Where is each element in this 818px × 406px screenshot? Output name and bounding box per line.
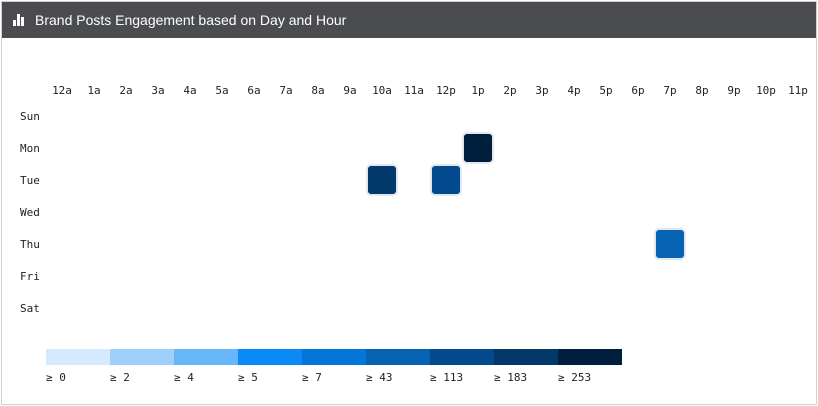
panel-header: Brand Posts Engagement based on Day and … (2, 2, 816, 38)
x-axis-label: 11a (404, 84, 424, 97)
heatmap-cell[interactable]: Mon 1p: 253 (462, 132, 494, 164)
x-axis-label: 1p (471, 84, 484, 97)
legend-swatch (302, 349, 366, 365)
legend-label: ≥ 2 (110, 371, 130, 384)
legend-label: ≥ 4 (174, 371, 194, 384)
bar-chart-icon (13, 14, 27, 26)
legend-label: ≥ 0 (46, 371, 66, 384)
heatmap-cell[interactable]: Thu 7p: 43 (654, 228, 686, 260)
legend-swatch (494, 349, 558, 365)
legend-label: ≥ 5 (238, 371, 258, 384)
x-axis-label: 9a (343, 84, 356, 97)
x-axis-label: 6a (247, 84, 260, 97)
legend-swatch (174, 349, 238, 365)
panel-title: Brand Posts Engagement based on Day and … (35, 12, 347, 28)
x-axis-label: 1a (87, 84, 100, 97)
x-axis-label: 12a (52, 84, 72, 97)
y-axis-label: Sun (20, 110, 40, 123)
y-axis-label: Wed (20, 206, 40, 219)
x-axis-label: 5a (215, 84, 228, 97)
x-axis-label: 12p (436, 84, 456, 97)
x-axis-label: 3a (151, 84, 164, 97)
legend-label: ≥ 7 (302, 371, 322, 384)
legend-label: ≥ 183 (494, 371, 527, 384)
x-axis-label: 3p (535, 84, 548, 97)
x-axis-label: 8p (695, 84, 708, 97)
legend-label: ≥ 253 (558, 371, 591, 384)
y-axis-label: Thu (20, 238, 40, 251)
x-axis-label: 2p (503, 84, 516, 97)
y-axis-label: Fri (20, 270, 40, 283)
x-axis-label: 4a (183, 84, 196, 97)
legend-swatch (238, 349, 302, 365)
y-axis-label: Sat (20, 302, 40, 315)
x-axis-label: 2a (119, 84, 132, 97)
x-axis-label: 8a (311, 84, 324, 97)
legend-label: ≥ 113 (430, 371, 463, 384)
heatmap-cell[interactable]: Tue 10a: 183 (366, 164, 398, 196)
x-axis-label: 7p (663, 84, 676, 97)
heatmap-cell[interactable]: Tue 12p: 113 (430, 164, 462, 196)
x-axis-label: 11p (788, 84, 808, 97)
x-axis-label: 5p (599, 84, 612, 97)
x-axis-label: 9p (727, 84, 740, 97)
legend-swatch (558, 349, 622, 365)
legend-label: ≥ 43 (366, 371, 393, 384)
x-axis-label: 10a (372, 84, 392, 97)
legend-swatch (366, 349, 430, 365)
x-axis-label: 7a (279, 84, 292, 97)
x-axis-label: 4p (567, 84, 580, 97)
legend-swatch (46, 349, 110, 365)
y-axis-label: Tue (20, 174, 40, 187)
x-axis-label: 6p (631, 84, 644, 97)
legend-swatch (110, 349, 174, 365)
x-axis-label: 10p (756, 84, 776, 97)
y-axis-label: Mon (20, 142, 40, 155)
legend-swatch (430, 349, 494, 365)
